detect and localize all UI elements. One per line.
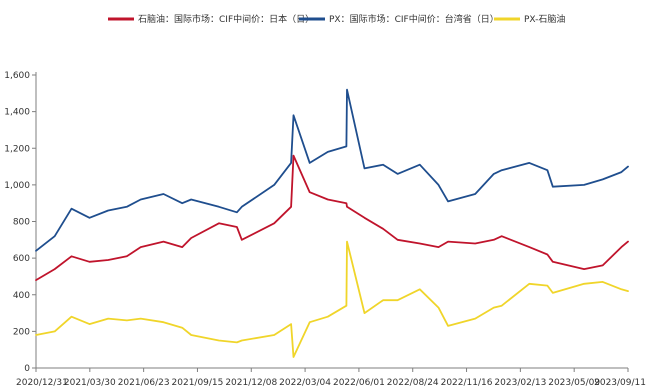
series-line-1 — [35, 154, 629, 282]
x-tick-label: 2021/12/08 — [225, 378, 277, 388]
x-tick-label: 2022/06/01 — [333, 378, 385, 388]
x-tick-label: 2022/11/16 — [441, 378, 493, 388]
series-line-2 — [35, 88, 629, 252]
y-tick-label: 1,000 — [4, 181, 30, 191]
x-tick-label: 2022/03/04 — [279, 378, 331, 388]
y-tick-label: 1,400 — [4, 108, 30, 118]
y-tick-label: 1,200 — [4, 144, 30, 154]
y-tick-label: 200 — [13, 327, 30, 337]
y-tick-label: 400 — [13, 291, 30, 301]
x-tick-label: 2021/06/23 — [118, 378, 170, 388]
y-axis: 0 200 400 600 800 1,000 1,200 1,400 1,600 — [4, 71, 37, 374]
x-tick-label: 2021/09/15 — [172, 378, 224, 388]
y-tick-label: 600 — [13, 254, 30, 264]
x-tick-label: 2023/09/11 — [594, 378, 646, 388]
y-tick-label: 1,600 — [4, 71, 30, 81]
x-tick-label: 2023/05/09 — [548, 378, 600, 388]
x-tick-label: 2023/02/13 — [494, 378, 546, 388]
series-line-3 — [35, 240, 629, 358]
x-tick-label: 2022/08/24 — [387, 378, 439, 388]
y-tick-label: 800 — [13, 218, 30, 228]
x-tick-label: 2020/12/31 — [16, 378, 68, 388]
legend-label-3: PX-石脑油 — [524, 13, 565, 25]
legend: 石脑油：国际市场：CIF中间价：日本（日） PX：国际市场：CIF中间价：台湾省（… — [108, 13, 565, 25]
series-layer — [35, 88, 629, 358]
legend-label-1: 石脑油：国际市场：CIF中间价：日本（日） — [138, 13, 314, 25]
x-tick-label: 2021/03/30 — [64, 378, 116, 388]
y-tick-label: 0 — [24, 364, 30, 374]
legend-label-2: PX：国际市场：CIF中间价：台湾省（日） — [329, 13, 499, 25]
